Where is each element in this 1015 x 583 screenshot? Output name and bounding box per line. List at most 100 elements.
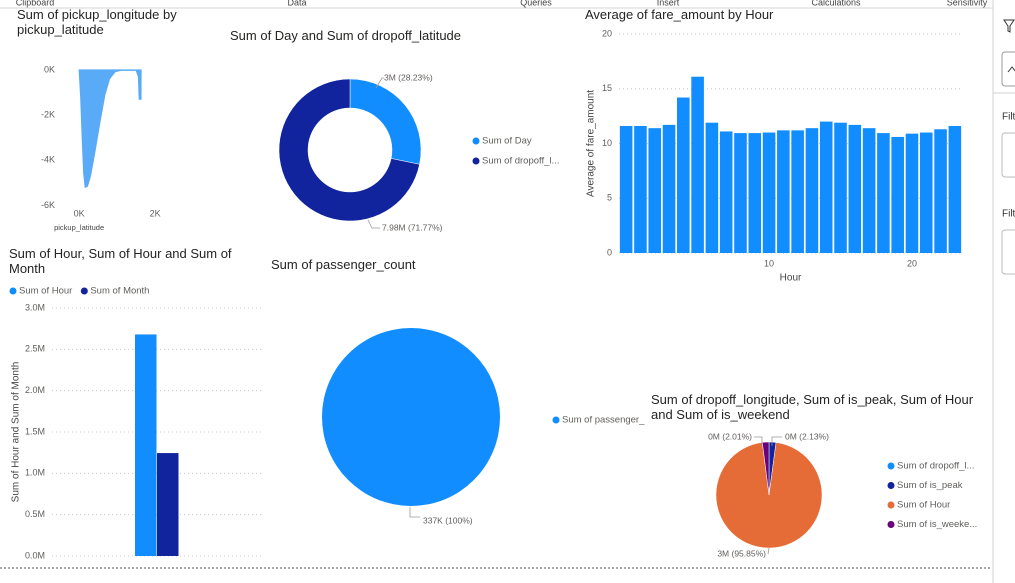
- y-tick-label: 5: [607, 193, 612, 203]
- y-tick-label: -6K: [41, 200, 55, 210]
- x-tick-label: 0K: [74, 208, 85, 218]
- bar: [762, 132, 776, 253]
- legend-marker: [552, 416, 560, 424]
- y-tick-label: -4K: [41, 155, 55, 165]
- bar: [777, 130, 790, 253]
- bar: [948, 125, 962, 253]
- bar: [905, 133, 919, 253]
- bar: [705, 122, 719, 253]
- y-tick-label: 0.0M: [25, 550, 45, 560]
- y-tick-label: 0.5M: [25, 509, 45, 519]
- legend-label: Sum of Hour: [19, 286, 72, 297]
- legend-label: Sum of Day: [482, 136, 532, 147]
- bar: [919, 132, 933, 253]
- bar: [677, 97, 690, 253]
- data-label: 3M (95.85%): [717, 548, 766, 558]
- legend-marker: [9, 287, 17, 295]
- bar: [734, 133, 747, 253]
- legend-label: Sum of is_peak: [897, 480, 963, 491]
- ribbon: [0, 0, 993, 8]
- filter-well[interactable]: [1001, 132, 1015, 178]
- leader-line: [409, 507, 420, 518]
- data-label: 7.98M (71.77%): [382, 222, 443, 232]
- x-axis-title: Hour: [780, 273, 802, 284]
- data-label: 3M (28.23%): [384, 72, 433, 82]
- legend-label: Sum of dropoff_l...: [897, 461, 974, 472]
- donut-slice: [278, 78, 420, 222]
- collapse-button[interactable]: [1001, 51, 1015, 87]
- legend-label: Sum of Month: [90, 286, 149, 297]
- legend-marker: [472, 137, 480, 145]
- ribbon-group-label: Sensitivity: [947, 0, 988, 7]
- ribbon-group-label: Calculations: [811, 0, 861, 7]
- filter-well[interactable]: [1001, 229, 1015, 275]
- bar: [135, 334, 157, 556]
- leader-line: [771, 436, 782, 446]
- y-tick-label: 3.0M: [25, 302, 45, 312]
- data-label: 337K (100%): [423, 515, 473, 525]
- area: [78, 69, 142, 189]
- pie-slice: [715, 442, 823, 549]
- y-tick-label: 20: [602, 28, 612, 38]
- bar: [877, 133, 890, 253]
- x-tick-label: 10: [764, 258, 774, 268]
- legend-marker: [887, 482, 895, 489]
- bar: [848, 124, 862, 253]
- chart-title: Sum of dropoff_longitude, Sum of is_peak…: [651, 392, 974, 422]
- legend-marker: [887, 501, 895, 509]
- bar: [648, 128, 662, 253]
- y-tick-label: 1.5M: [25, 426, 45, 436]
- pie-slice: [322, 328, 500, 506]
- chart-title: Sum of pickup_longitude by pickup_latitu…: [17, 7, 177, 37]
- bar: [834, 122, 847, 253]
- chart-title: Average of fare_amount by Hour: [585, 7, 774, 22]
- y-tick-label: 10: [602, 138, 612, 148]
- ribbon-group-label: Queries: [520, 0, 552, 7]
- filter-icon[interactable]: [1003, 19, 1015, 33]
- bar: [157, 453, 179, 556]
- bar: [891, 136, 904, 253]
- ribbon-group-label: Data: [287, 0, 306, 7]
- legend-label: Sum of Hour: [897, 500, 950, 511]
- legend-label: Sum of passenger_: [562, 415, 645, 426]
- y-tick-label: 0: [607, 247, 612, 257]
- bar: [619, 125, 633, 253]
- y-axis-title: Sum of Hour and Sum of Month: [11, 362, 22, 503]
- legend-marker: [887, 521, 895, 528]
- bar: [819, 121, 833, 253]
- leader-line: [375, 77, 384, 89]
- y-axis-title: Average of fare_amount: [586, 90, 597, 197]
- x-tick-label: 20: [907, 258, 917, 268]
- legend-marker: [80, 287, 88, 295]
- legend-label: Sum of is_weeke...: [897, 519, 977, 530]
- data-label: 0M (2.01%): [708, 431, 752, 441]
- y-tick-label: 2.5M: [25, 344, 45, 354]
- x-tick-label: 2K: [150, 208, 161, 218]
- bar: [791, 130, 804, 253]
- chart-title: Sum of Day and Sum of dropoff_latitude: [230, 28, 462, 43]
- bar: [748, 133, 762, 253]
- ribbon-group-label: Clipboard: [16, 0, 55, 7]
- ribbon-group-label: Insert: [657, 0, 680, 7]
- legend-marker: [472, 157, 480, 165]
- filter-label: Filt: [1002, 209, 1015, 220]
- x-axis-title: pickup_latitude: [54, 223, 104, 232]
- bar: [691, 76, 704, 253]
- bar: [805, 128, 819, 253]
- bar: [719, 131, 733, 253]
- legend-label: Sum of dropoff_l...: [482, 156, 559, 167]
- bar: [634, 125, 647, 253]
- y-tick-label: 2.0M: [25, 385, 45, 395]
- y-tick-label: 15: [602, 83, 612, 93]
- chart-title: Sum of passenger_count: [271, 257, 416, 272]
- leader-line: [367, 219, 380, 229]
- bar: [662, 124, 676, 253]
- data-label: 0M (2.13%): [785, 431, 829, 441]
- leader-line: [767, 547, 770, 555]
- bar: [862, 128, 876, 253]
- bar: [934, 129, 947, 253]
- y-tick-label: 0K: [44, 64, 55, 74]
- leader-line: [754, 436, 763, 446]
